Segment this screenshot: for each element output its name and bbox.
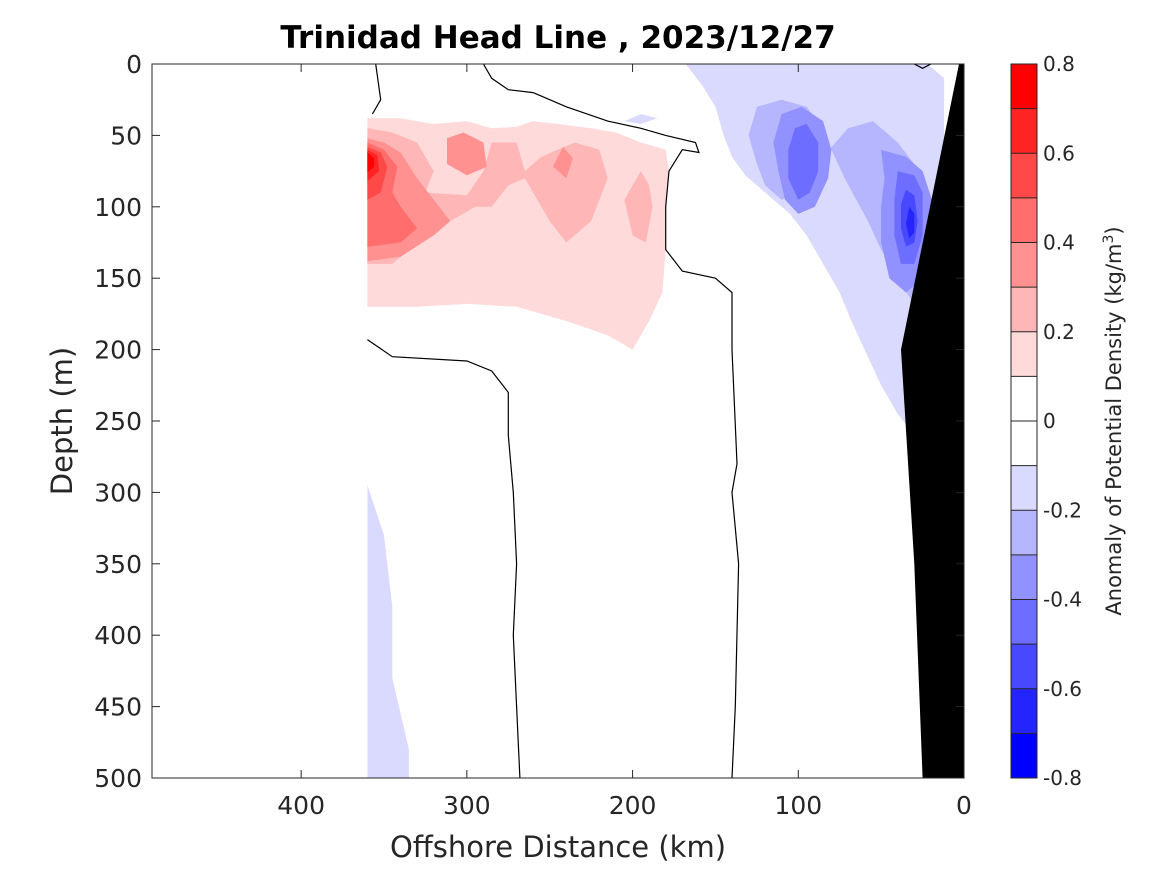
colorbar-tick-label: -0.2 [1043, 498, 1082, 522]
x-axis-label: Offshore Distance (km) [390, 830, 726, 864]
y-tick-label: 300 [94, 478, 142, 507]
colorbar-band [1011, 242, 1037, 288]
x-tick-label: 400 [277, 791, 325, 820]
colorbar-tick-label: 0.4 [1043, 231, 1075, 255]
contour-region [447, 132, 487, 176]
colorbar-tick-label: -0.8 [1043, 766, 1082, 790]
colorbar-label-main: Anomaly of Potential Density (kg/m [1102, 244, 1126, 616]
colorbar-band [1011, 510, 1037, 556]
y-tick-label: 250 [94, 407, 142, 436]
y-tick-label: 350 [94, 550, 142, 579]
colorbar-band [1011, 465, 1037, 511]
contour-region [367, 485, 409, 778]
colorbar-band [1011, 644, 1037, 690]
contour-region [788, 124, 819, 200]
zero-contour-line [367, 339, 521, 778]
contour-fills [367, 64, 945, 778]
y-tick-label: 50 [110, 121, 142, 150]
colorbar-band [1011, 554, 1037, 600]
seafloor-polygon [901, 64, 964, 778]
colorbar-band [1011, 421, 1037, 467]
seafloor-mask [901, 64, 964, 778]
contour-lines [367, 64, 932, 778]
zero-contour-line [532, 92, 740, 778]
colorbar-tick-label: 0.6 [1043, 141, 1075, 165]
y-tick-label: 150 [94, 264, 142, 293]
y-tick-label: 0 [126, 50, 142, 79]
colorbar-band [1011, 64, 1037, 110]
colorbar-band [1011, 688, 1037, 734]
colorbar-band [1011, 331, 1037, 377]
contour-region [553, 146, 573, 179]
colorbar-tick-label: -0.6 [1043, 677, 1082, 701]
colorbar-tick-label: -0.4 [1043, 588, 1082, 612]
colorbar-band [1011, 108, 1037, 154]
x-tick-label: 200 [609, 791, 657, 820]
colorbar-band [1011, 153, 1037, 199]
colorbar: 0.8 0.6 0.4 0.2 0 -0.2 -0.4 -0.6 -0.8 [1010, 52, 1082, 790]
contour-region [367, 152, 375, 173]
contour-region [906, 206, 915, 239]
y-tick-label: 100 [94, 193, 142, 222]
chart-title: Trinidad Head Line , 2023/12/27 [280, 20, 835, 56]
y-axis: 0 50 100 150 200 250 300 350 400 450 500 [94, 50, 964, 793]
x-tick-label: 100 [774, 791, 822, 820]
contour-region [624, 114, 658, 124]
x-axis: 400 300 200 100 0 [277, 64, 972, 820]
colorbar-band [1011, 376, 1037, 422]
plot-area [152, 64, 964, 778]
colorbar-band [1011, 197, 1037, 243]
x-tick-label: 0 [956, 791, 972, 820]
y-tick-label: 200 [94, 336, 142, 365]
colorbar-band [1011, 733, 1037, 779]
zero-contour-line [914, 64, 932, 69]
colorbar-tick-label: 0 [1043, 409, 1056, 433]
colorbar-band [1011, 599, 1037, 645]
colorbar-label: Anomaly of Potential Density (kg/m3) [1101, 226, 1126, 615]
contour-region [624, 171, 653, 243]
x-tick-label: 300 [443, 791, 491, 820]
colorbar-label-superscript: 3 [1101, 235, 1117, 244]
y-tick-label: 500 [94, 764, 142, 793]
colorbar-band [1011, 287, 1037, 333]
zero-contour-line [482, 64, 534, 94]
colorbar-label-close: ) [1102, 226, 1126, 234]
y-tick-label: 450 [94, 693, 142, 722]
colorbar-tick-label: 0.2 [1043, 320, 1075, 344]
colorbar-tick-label: 0.8 [1043, 52, 1075, 76]
zero-contour-line [371, 64, 382, 115]
y-axis-label: Depth (m) [45, 347, 79, 495]
y-tick-label: 400 [94, 621, 142, 650]
